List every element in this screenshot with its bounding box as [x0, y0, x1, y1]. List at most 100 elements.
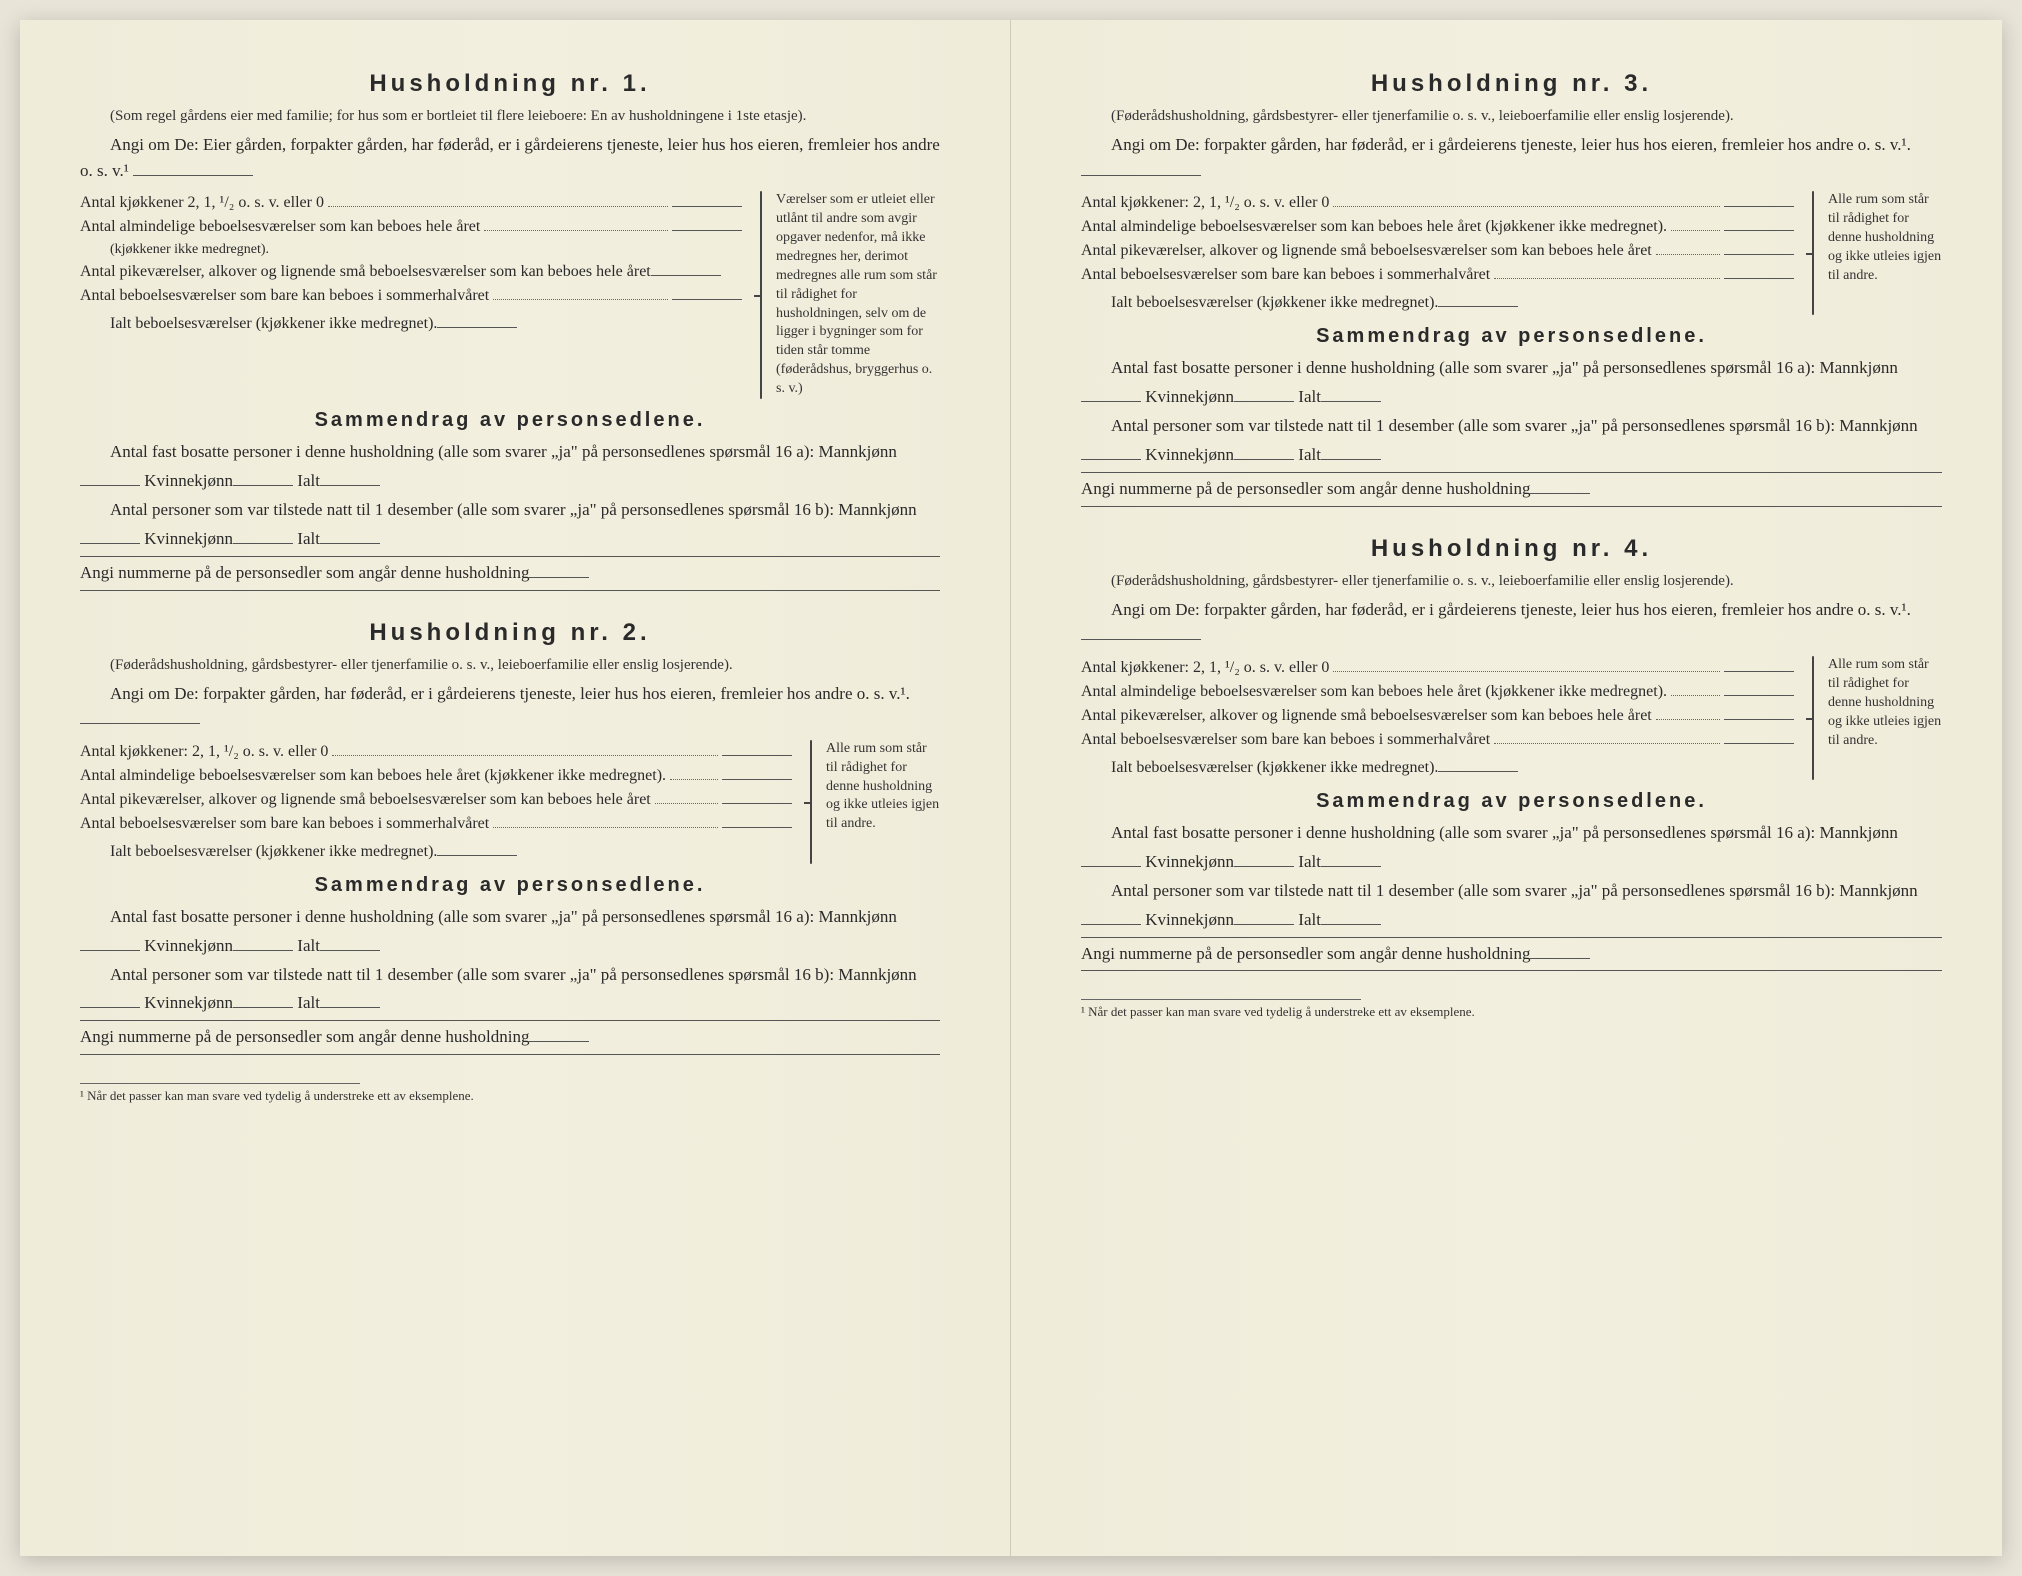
summary-text: Antal fast bosatte personer i denne hush…	[110, 442, 897, 461]
blank[interactable]	[1530, 480, 1590, 494]
h4-subtitle: (Føderådshusholdning, gårdsbestyrer- ell…	[1081, 571, 1942, 591]
summary-text: Antal personer som var tilstede natt til…	[110, 500, 917, 519]
h4-instruction: Angi om De: forpakter gården, har føderå…	[1081, 597, 1942, 648]
summary-title-3: Sammendrag av personsedlene.	[1081, 325, 1942, 348]
blank[interactable]	[1724, 193, 1794, 207]
blank[interactable]	[722, 742, 792, 756]
kvinne-label: Kvinnekjønn	[1145, 387, 1234, 406]
blank[interactable]	[233, 937, 293, 951]
kvinne-label: Kvinnekjønn	[1145, 910, 1234, 929]
h3-small: Antal pikeværelser, alkover og lignende …	[1081, 239, 1652, 263]
blank[interactable]	[1724, 241, 1794, 255]
blank[interactable]	[1081, 162, 1201, 176]
blank[interactable]	[1321, 446, 1381, 460]
ialt-label: Ialt	[1298, 445, 1321, 464]
h1-small: Antal pikeværelser, alkover og lignende …	[80, 260, 651, 284]
blank[interactable]	[1724, 217, 1794, 231]
blank[interactable]	[1234, 446, 1294, 460]
blank[interactable]	[1724, 265, 1794, 279]
household-3: Husholdning nr. 3. (Føderådshusholdning,…	[1081, 70, 1942, 507]
blank[interactable]	[672, 286, 742, 300]
blank[interactable]	[1724, 730, 1794, 744]
summary-3b: Antal personer som var tilstede natt til…	[1081, 412, 1942, 470]
h4-title: Husholdning nr. 4.	[1081, 535, 1942, 563]
blank[interactable]	[1724, 706, 1794, 720]
h1-instruction: Angi om De: Eier gården, forpakter gårde…	[80, 132, 940, 183]
blank[interactable]	[320, 530, 380, 544]
summary-title-2: Sammendrag av personsedlene.	[80, 874, 940, 897]
blank[interactable]	[529, 564, 589, 578]
blank[interactable]	[1438, 758, 1518, 772]
blank[interactable]	[651, 262, 721, 276]
h1-kitchens: Antal kjøkkener 2, 1, ¹/₂ o. s. v. eller…	[80, 191, 324, 215]
blank[interactable]	[1234, 388, 1294, 402]
summary-1b: Antal personer som var tilstede natt til…	[80, 496, 940, 554]
blank[interactable]	[1321, 388, 1381, 402]
summary-4b: Antal personer som var tilstede natt til…	[1081, 877, 1942, 935]
numbers-text: Angi nummerne på de personsedler som ang…	[80, 563, 529, 582]
blank[interactable]	[320, 472, 380, 486]
blank[interactable]	[529, 1028, 589, 1042]
h1-title: Husholdning nr. 1.	[80, 70, 940, 98]
h3-instruction: Angi om De: forpakter gården, har føderå…	[1081, 132, 1942, 183]
h4-instruction-text: Angi om De: forpakter gården, har føderå…	[1111, 600, 1911, 619]
blank[interactable]	[80, 994, 140, 1008]
summary-text: Antal fast bosatte personer i denne hush…	[110, 907, 897, 926]
summary-2b: Antal personer som var tilstede natt til…	[80, 961, 940, 1019]
blank[interactable]	[1081, 388, 1141, 402]
blank[interactable]	[80, 710, 200, 724]
left-page: Husholdning nr. 1. (Som regel gårdens ei…	[20, 20, 1011, 1556]
brace-wrap: Alle rum som står til rådighet for denne…	[1804, 191, 1942, 315]
h1-summer: Antal beboelsesværelser som bare kan beb…	[80, 284, 489, 308]
blank[interactable]	[1530, 945, 1590, 959]
h1-total: Ialt beboelsesværelser (kjøkkener ikke m…	[110, 315, 437, 332]
household-4: Husholdning nr. 4. (Føderådshusholdning,…	[1081, 535, 1942, 972]
blank[interactable]	[233, 530, 293, 544]
footnote-left: ¹ Når det passer kan man svare ved tydel…	[80, 1088, 940, 1104]
curly-brace-icon	[802, 740, 820, 864]
h2-total-row: Ialt beboelsesværelser (kjøkkener ikke m…	[80, 840, 792, 864]
h1-sidenote: Værelser som er utleiet eller utlånt til…	[770, 191, 940, 399]
blank[interactable]	[233, 472, 293, 486]
blank[interactable]	[1081, 911, 1141, 925]
blank[interactable]	[722, 766, 792, 780]
summary-numbers-1: Angi nummerne på de personsedler som ang…	[80, 559, 940, 588]
blank[interactable]	[1438, 293, 1518, 307]
numbers-text: Angi nummerne på de personsedler som ang…	[80, 1027, 529, 1046]
blank[interactable]	[233, 994, 293, 1008]
summary-3a: Antal fast bosatte personer i denne hush…	[1081, 354, 1942, 412]
blank[interactable]	[1081, 446, 1141, 460]
blank[interactable]	[1234, 911, 1294, 925]
blank[interactable]	[80, 472, 140, 486]
summary-1a: Antal fast bosatte personer i denne hush…	[80, 438, 940, 496]
blank[interactable]	[320, 937, 380, 951]
h3-sidenote: Alle rum som står til rådighet for denne…	[1822, 191, 1942, 315]
blank[interactable]	[1234, 853, 1294, 867]
h2-summer: Antal beboelsesværelser som bare kan beb…	[80, 812, 489, 836]
summary-text: Antal personer som var tilstede natt til…	[1111, 416, 1918, 435]
h1-ordinary-sub: (kjøkkener ikke medregnet).	[80, 239, 742, 260]
blank[interactable]	[80, 530, 140, 544]
blank[interactable]	[722, 814, 792, 828]
blank[interactable]	[672, 193, 742, 207]
blank[interactable]	[672, 217, 742, 231]
kvinne-label: Kvinnekjønn	[144, 529, 233, 548]
kvinne-label: Kvinnekjønn	[1145, 852, 1234, 871]
blank[interactable]	[1321, 853, 1381, 867]
blank[interactable]	[437, 842, 517, 856]
summary-2a: Antal fast bosatte personer i denne hush…	[80, 903, 940, 961]
h2-total: Ialt beboelsesværelser (kjøkkener ikke m…	[110, 843, 437, 860]
blank[interactable]	[320, 994, 380, 1008]
blank[interactable]	[1724, 658, 1794, 672]
h1-rooms: Antal kjøkkener 2, 1, ¹/₂ o. s. v. eller…	[80, 191, 940, 399]
blank[interactable]	[722, 790, 792, 804]
blank[interactable]	[80, 937, 140, 951]
blank[interactable]	[1081, 853, 1141, 867]
blank[interactable]	[133, 162, 253, 176]
blank[interactable]	[1724, 682, 1794, 696]
blank[interactable]	[437, 314, 517, 328]
ialt-label: Ialt	[1298, 852, 1321, 871]
blank[interactable]	[1081, 626, 1201, 640]
blank[interactable]	[1321, 911, 1381, 925]
summary-4a: Antal fast bosatte personer i denne hush…	[1081, 819, 1942, 877]
